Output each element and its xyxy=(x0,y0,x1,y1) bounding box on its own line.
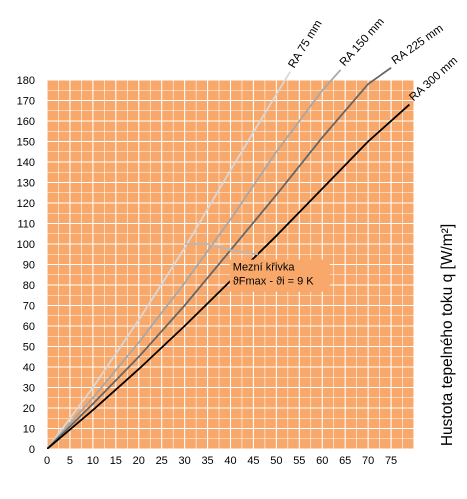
y-axis-label: Hustota tepelného toku q [W/m²] xyxy=(439,224,456,446)
y-tick-label: 0 xyxy=(29,444,35,456)
series-line-2 xyxy=(47,69,342,449)
annotation-formula: ϑFmax - ϑi = 9 K xyxy=(233,276,314,288)
x-tick-label: 35 xyxy=(201,455,213,467)
x-tick-label: 0 xyxy=(44,455,50,467)
x-tick-label: 55 xyxy=(293,455,305,467)
x-tick-label: 5 xyxy=(67,455,73,467)
series-label: RA 150 mm xyxy=(338,16,387,69)
y-tick-label: 170 xyxy=(17,96,35,108)
x-axis-ticks: 0 5 10 15 20 25 30 35 40 45 50 55 60 65 70 75 xyxy=(44,455,397,467)
y-tick-label: 40 xyxy=(23,362,35,374)
y-tick-label: 110 xyxy=(17,219,35,231)
x-tick-label: 60 xyxy=(316,455,328,467)
annotation-background xyxy=(229,259,330,292)
y-tick-label: 80 xyxy=(23,280,35,292)
y-tick-label: 150 xyxy=(17,137,35,149)
y-tick-label: 10 xyxy=(23,424,35,436)
series-label: RA 300 mm xyxy=(407,55,460,104)
y-tick-label: 140 xyxy=(17,157,35,169)
y-tick-label: 50 xyxy=(23,342,35,354)
series-line-1 xyxy=(47,71,291,449)
x-tick-label: 40 xyxy=(224,455,236,467)
y-tick-label: 120 xyxy=(17,198,35,210)
y-tick-label: 20 xyxy=(23,403,35,415)
x-tick-label: 70 xyxy=(362,455,374,467)
x-tick-label: 75 xyxy=(385,455,397,467)
annotation-title: Mezní křivka xyxy=(233,262,296,274)
x-tick-label: 15 xyxy=(110,455,122,467)
y-tick-label: 30 xyxy=(23,383,35,395)
y-tick-label: 180 xyxy=(17,75,35,87)
y-tick-label: 160 xyxy=(17,116,35,128)
series-label: RA 225 mm xyxy=(390,22,446,67)
x-tick-label: 65 xyxy=(339,455,351,467)
x-tick-label: 30 xyxy=(179,455,191,467)
y-tick-label: 130 xyxy=(17,178,35,190)
y-tick-label: 70 xyxy=(23,301,35,313)
limit-curve-line xyxy=(184,243,259,256)
x-tick-label: 45 xyxy=(247,455,259,467)
y-axis-ticks: 0 10 20 30 40 50 60 70 80 90 100 110 120 130 140 150 160… xyxy=(17,75,35,456)
x-tick-label: 20 xyxy=(133,455,145,467)
grid xyxy=(46,79,415,450)
limit-curve-group xyxy=(184,243,259,256)
y-tick-label: 100 xyxy=(17,239,35,251)
y-tick-label: 90 xyxy=(23,260,35,272)
limit-curve-annotation: Mezní křivka ϑFmax - ϑi = 9 K xyxy=(229,259,330,292)
y-tick-label: 60 xyxy=(23,321,35,333)
series-label: RA 75 mm xyxy=(286,18,324,70)
x-tick-label: 25 xyxy=(156,455,168,467)
x-tick-label: 10 xyxy=(87,455,99,467)
x-tick-label: 50 xyxy=(270,455,282,467)
